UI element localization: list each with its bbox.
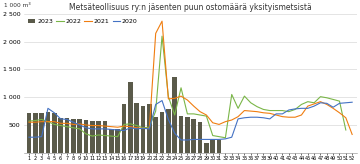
Bar <box>147 104 152 153</box>
Bar <box>77 119 82 153</box>
Bar <box>128 82 133 153</box>
Bar <box>96 121 101 153</box>
Legend: 2023, 2022, 2021, 2020: 2023, 2022, 2021, 2020 <box>27 19 138 25</box>
Bar <box>27 113 31 153</box>
Bar <box>71 119 76 153</box>
Bar <box>134 103 139 153</box>
Bar <box>115 129 120 153</box>
Bar <box>109 129 114 153</box>
Bar <box>153 117 158 153</box>
Bar <box>172 77 177 153</box>
Text: 1 000 m³: 1 000 m³ <box>4 3 31 8</box>
Bar <box>141 106 145 153</box>
Bar <box>210 139 215 153</box>
Bar <box>84 120 88 153</box>
Bar <box>90 121 95 153</box>
Bar <box>192 119 196 153</box>
Bar <box>204 143 209 153</box>
Bar <box>179 116 183 153</box>
Bar <box>185 117 190 153</box>
Bar <box>64 118 69 153</box>
Bar <box>198 122 202 153</box>
Bar <box>159 112 165 153</box>
Bar <box>122 104 126 153</box>
Bar <box>46 112 50 153</box>
Title: Metsäteollisuus ry:n jäsenten puun ostomäärä yksityismetsistä: Metsäteollisuus ry:n jäsenten puun ostom… <box>69 3 312 12</box>
Bar <box>217 140 221 153</box>
Bar <box>39 113 44 153</box>
Bar <box>166 109 171 153</box>
Bar <box>58 118 63 153</box>
Bar <box>52 113 57 153</box>
Bar <box>33 113 38 153</box>
Bar <box>103 121 107 153</box>
